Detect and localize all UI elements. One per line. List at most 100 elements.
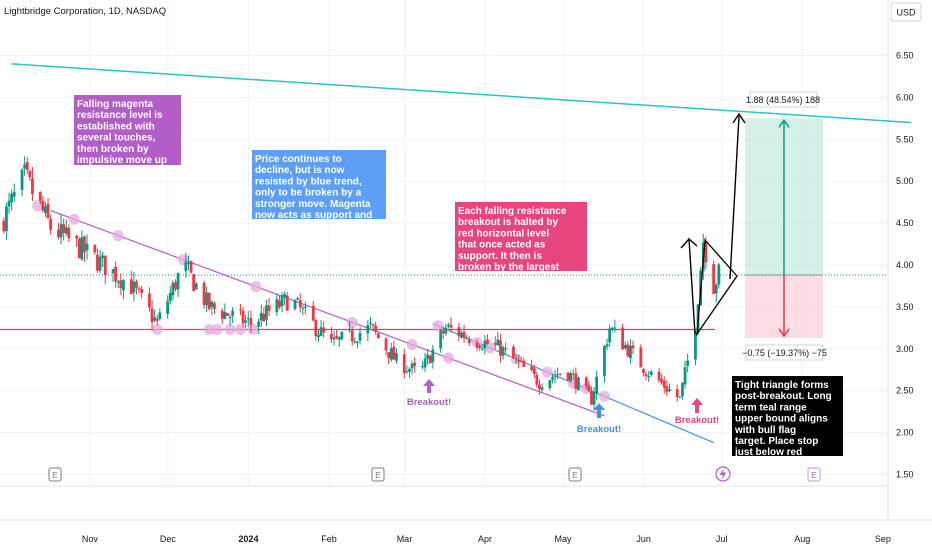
candle-body [621, 327, 625, 350]
candle-body [262, 313, 266, 322]
candle-body [158, 312, 162, 319]
time-axis: Nov Dec 2024 Feb Mar Apr May Jun Jul Aug Sep [82, 534, 891, 544]
target-label: 1.88 (48.54%) 188 [746, 91, 820, 108]
price-tick-label: 6.00 [896, 92, 914, 102]
candle-body [111, 269, 115, 274]
candle-body [584, 377, 588, 387]
touch-marker [112, 230, 124, 242]
candle-body [213, 303, 216, 309]
candle-body [210, 301, 214, 307]
annotation-pink[interactable]: Each falling resistance breakout is halte… [455, 202, 587, 284]
candle-body [98, 256, 102, 271]
breakout-marker-1[interactable]: Breakout! [407, 379, 451, 408]
candle-body [311, 305, 315, 321]
candle-body [259, 312, 263, 321]
candle-body [296, 297, 300, 300]
candle-body [31, 178, 34, 195]
price-tick-label: 5.50 [896, 134, 914, 144]
candle-body [704, 242, 708, 263]
candle-body [501, 347, 505, 356]
candle-body [441, 330, 445, 334]
candle-body [62, 224, 66, 234]
candle-body [298, 300, 302, 308]
earnings-marker-upcoming[interactable]: E [807, 467, 821, 482]
earnings-marker-3-label: E [572, 470, 578, 480]
candle-body [46, 203, 50, 218]
candle-body [605, 344, 609, 347]
candle-body [402, 354, 406, 374]
time-tick-label: Dec [160, 534, 177, 544]
candle-body [462, 331, 466, 338]
candle-body [631, 345, 635, 349]
candle-body [77, 238, 81, 258]
candle-body [80, 237, 84, 260]
candle-body [23, 164, 27, 169]
candle-body [662, 380, 666, 388]
price-tick-label: 2.00 [896, 428, 914, 438]
candle-body [38, 191, 42, 201]
touch-marker [224, 324, 236, 336]
touch-marker [234, 324, 246, 336]
price-axis: 1.50 2.00 2.50 3.00 3.50 4.00 4.50 5.00 5.50 6.00… [896, 51, 914, 480]
candle-body [675, 389, 679, 398]
candle-body [171, 282, 175, 296]
candle-body [439, 330, 443, 349]
candle-body [337, 337, 341, 340]
breakout-marker-2[interactable]: Breakout! [577, 403, 621, 435]
price-tick-label: 5.00 [896, 176, 914, 186]
earnings-marker-2[interactable]: E [371, 467, 385, 482]
lightning-event-icon[interactable] [715, 466, 731, 482]
candle-body [153, 317, 157, 321]
candle-body [25, 161, 29, 170]
candle-body [387, 352, 391, 358]
candle-body [140, 288, 144, 293]
candle-body [668, 389, 671, 392]
candle-body [410, 363, 414, 369]
candle-body [629, 346, 632, 359]
candle-body [129, 279, 133, 295]
candle-body [694, 332, 697, 360]
price-tick-label: 3.00 [896, 344, 914, 354]
candle-body [538, 384, 541, 390]
currency-button[interactable]: USD [890, 2, 922, 22]
breakout-arrow-1 [423, 379, 435, 393]
candle-body [577, 377, 580, 391]
candle-body [405, 371, 409, 373]
annotation-magenta[interactable]: Falling magenta resistance level is establ… [74, 95, 181, 166]
annotation-blue[interactable]: Price continues to decline, but is now res… [252, 150, 386, 232]
candle-body [59, 224, 63, 238]
candle-body [639, 347, 643, 368]
candle-body [223, 312, 227, 319]
candle-body [137, 288, 141, 290]
annotation-black[interactable]: Tight triangle forms post-breakout. Long t… [732, 376, 843, 469]
flag-drawings[interactable] [680, 112, 746, 337]
teal-upper-bound-line[interactable] [11, 63, 912, 124]
time-tick-label: Aug [794, 534, 810, 544]
candle-body [187, 262, 190, 265]
candle-body [350, 330, 354, 342]
candle-body [241, 310, 245, 324]
candle-body [184, 261, 188, 272]
breakout-marker-3[interactable]: Breakout! [675, 398, 719, 426]
candle-body [389, 348, 393, 360]
candle-body [103, 255, 107, 276]
candle-body [603, 346, 606, 376]
long-position-tool[interactable] [745, 118, 823, 338]
stop-arrow-head [778, 328, 790, 338]
earnings-marker-3[interactable]: E [568, 467, 582, 482]
candle-body [114, 266, 118, 282]
candle-body [150, 308, 154, 323]
earnings-marker-2-label: E [375, 470, 381, 480]
magenta-resistance-line[interactable] [50, 209, 605, 417]
candle-body [322, 327, 326, 333]
earnings-marker-1[interactable]: E [48, 467, 62, 482]
candle-body [2, 220, 6, 232]
candle-body [265, 305, 268, 320]
candle-body [519, 360, 523, 362]
candle-body [590, 391, 593, 405]
candle-body [319, 327, 323, 336]
annotation-black-text: Tight triangle forms post-breakout. Long t… [734, 380, 832, 469]
time-tick-label: Sep [875, 534, 891, 544]
candle-body [168, 293, 172, 302]
